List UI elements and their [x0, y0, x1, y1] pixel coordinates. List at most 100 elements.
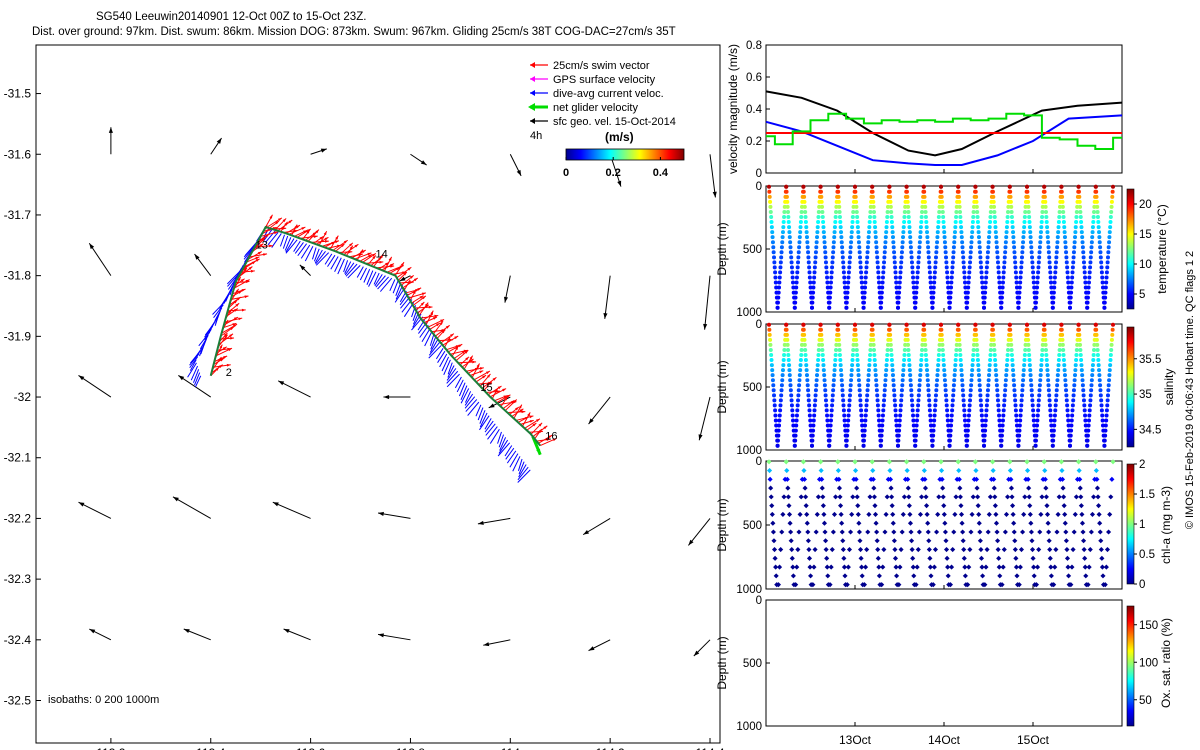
profile-point	[904, 322, 909, 327]
profile-point	[1106, 245, 1111, 250]
profile-point	[1038, 368, 1043, 373]
profile-point	[810, 305, 814, 310]
profile-point	[1085, 295, 1090, 300]
dac-vector	[518, 464, 527, 478]
profile-point	[814, 511, 820, 517]
profile-point	[1066, 418, 1071, 423]
profile-point	[784, 189, 789, 194]
profile-point	[769, 363, 774, 368]
profile-point	[864, 260, 869, 265]
profile-point	[853, 322, 857, 327]
profile-point	[1017, 423, 1022, 428]
profile-point	[992, 494, 998, 500]
dac-vector	[497, 431, 502, 444]
profile-point	[923, 204, 928, 209]
profile-point	[786, 511, 793, 517]
profile-point	[838, 511, 844, 517]
profile-point	[794, 418, 799, 423]
profile-point	[945, 413, 950, 418]
profile-point	[1100, 285, 1105, 290]
profile-point	[1048, 564, 1054, 570]
profile-point	[1071, 388, 1076, 393]
profile-point	[988, 352, 993, 357]
profile-point	[770, 235, 775, 240]
profile-point	[1023, 342, 1028, 347]
swim-vector-head	[277, 217, 282, 222]
profile-point	[961, 546, 967, 553]
profile-point	[893, 275, 898, 280]
profile-point	[1090, 235, 1095, 240]
profile-point	[791, 418, 796, 423]
profile-point	[1090, 230, 1095, 235]
profile-point	[857, 388, 862, 393]
profile-point	[941, 225, 946, 230]
profile-point	[866, 240, 871, 245]
profile-point	[856, 520, 862, 526]
profile-point	[958, 511, 965, 517]
profile-point	[772, 255, 777, 260]
map-ytick-label: -32	[14, 390, 32, 404]
profile-point	[780, 378, 785, 383]
profile-point	[974, 204, 979, 209]
profile-point	[820, 342, 825, 347]
profile-point	[850, 220, 855, 225]
profile-point	[776, 428, 781, 433]
depth-tick-label: 0	[756, 595, 762, 607]
profile-point	[870, 327, 875, 332]
profile-point	[773, 564, 779, 570]
profile-point	[794, 285, 799, 290]
profile-point	[980, 573, 986, 579]
profile-point	[844, 438, 849, 443]
profile-point	[789, 260, 794, 265]
profile-point	[1099, 408, 1104, 413]
profile-point	[1008, 337, 1013, 342]
profile-point	[950, 403, 955, 408]
profile-point	[1053, 408, 1058, 413]
profile-point	[859, 275, 864, 280]
dac-vector	[293, 240, 301, 252]
profile-point	[794, 413, 799, 418]
profile-point	[819, 337, 824, 342]
profile-point	[975, 358, 980, 363]
profile-point	[829, 408, 834, 413]
profile-point	[1107, 511, 1113, 517]
profile-point	[937, 204, 942, 209]
dac-vector	[512, 456, 521, 472]
profile-point	[914, 280, 919, 285]
profile-point	[1098, 383, 1103, 388]
profile-point	[959, 230, 964, 235]
profile-point	[939, 467, 945, 474]
profile-point	[906, 209, 911, 214]
profile-point	[1074, 220, 1079, 225]
profile-point	[880, 418, 885, 423]
profile-point	[880, 423, 885, 428]
sfc-vector	[588, 396, 611, 425]
profile-point	[1062, 225, 1067, 230]
dac-vector	[446, 370, 459, 384]
swim-vector-head	[486, 373, 491, 378]
profile-point	[857, 383, 862, 388]
profile-point	[867, 225, 872, 230]
profile-point	[974, 194, 979, 199]
profile-point	[1079, 230, 1084, 235]
dac-vector	[460, 385, 468, 400]
profile-point	[1003, 240, 1008, 245]
profile-point	[917, 511, 924, 517]
swim-vector-head	[388, 256, 392, 261]
time-tick-label: 13Oct	[839, 733, 872, 747]
sfc-vector	[78, 501, 112, 519]
profile-point	[925, 373, 930, 378]
profile-point	[960, 245, 965, 250]
profile-point	[785, 347, 790, 352]
sfc-vector-head	[299, 264, 306, 271]
profile-point	[850, 214, 855, 219]
profile-point	[863, 275, 868, 280]
profile-point	[920, 204, 925, 209]
profile-point	[1027, 363, 1032, 368]
swim-vector-head	[241, 308, 246, 312]
profile-point	[1078, 347, 1083, 352]
profile-point	[965, 433, 970, 438]
profile-point	[835, 184, 840, 189]
profile-point	[864, 408, 869, 413]
profile-point	[899, 250, 904, 255]
